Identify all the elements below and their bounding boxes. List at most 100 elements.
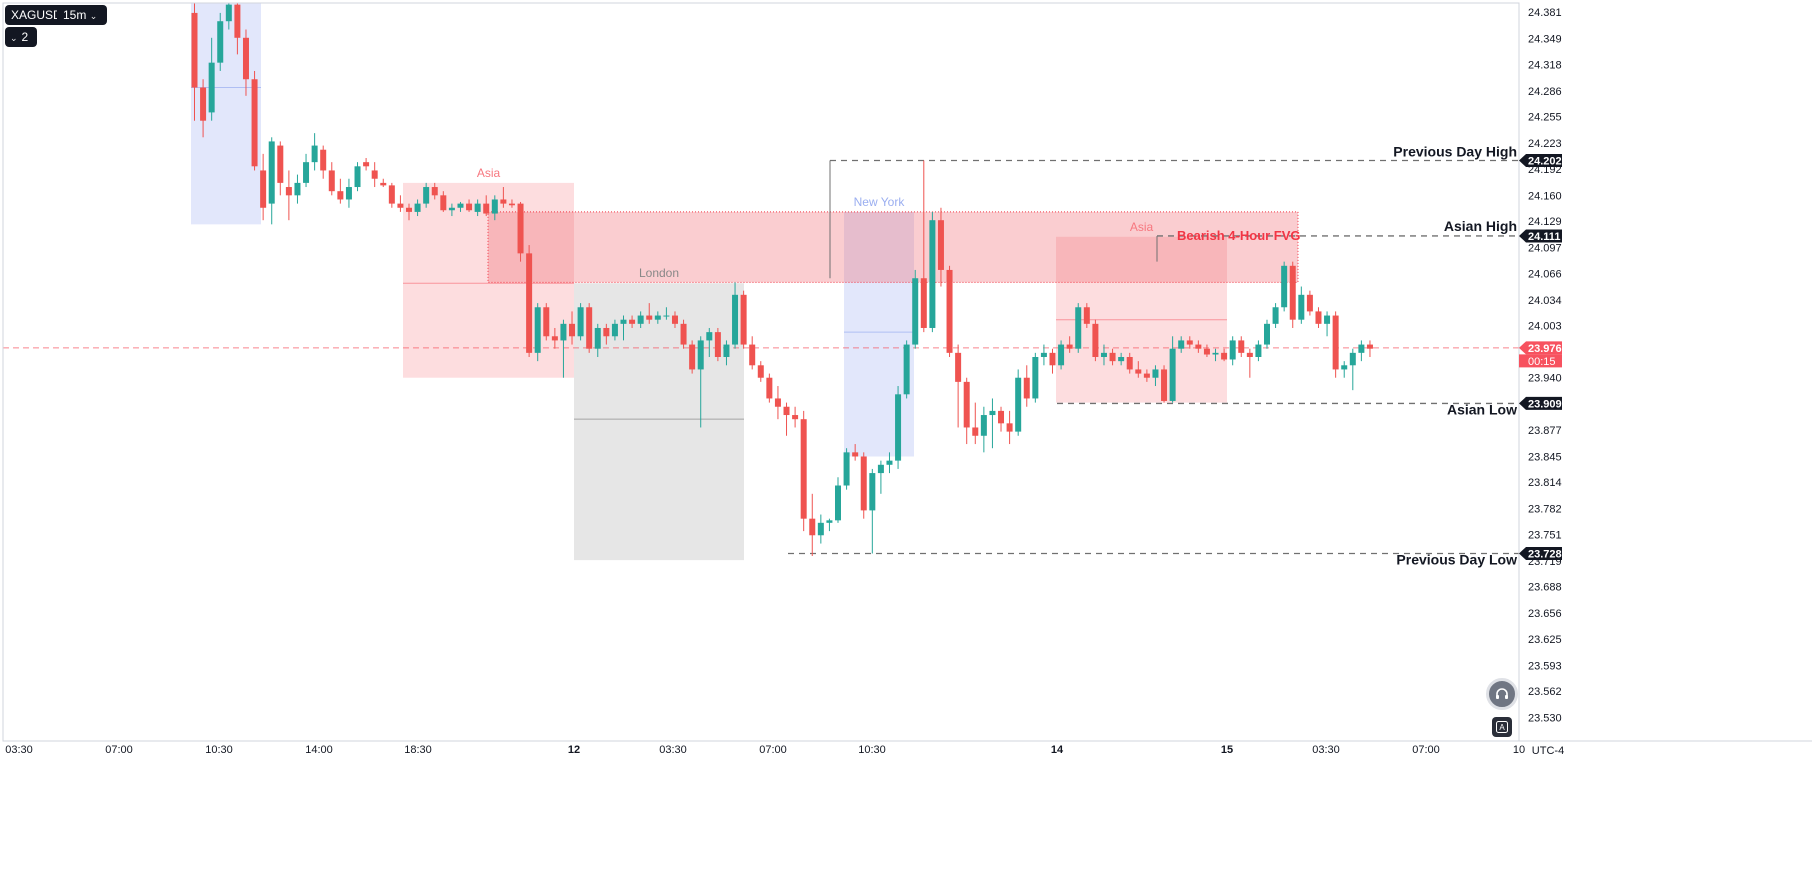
candle-body (500, 199, 507, 204)
price-tick: 23.940 (1528, 373, 1562, 385)
candle-body (440, 195, 447, 211)
candle-body (311, 145, 318, 163)
candle-body (1366, 344, 1373, 349)
candle-body (817, 522, 824, 536)
time-tick: 14:00 (305, 744, 333, 756)
candle-body (792, 415, 799, 420)
candle-body (1023, 377, 1030, 399)
candle-body (1341, 365, 1348, 370)
price-tick: 24.097 (1528, 243, 1562, 255)
candle-body (783, 406, 790, 416)
candle-body (225, 4, 232, 22)
candle-body (543, 307, 550, 337)
time-tick: 07:00 (759, 744, 787, 756)
annotation-labels: Asia London New York Asia Bearish 4-Hour FVG… (477, 144, 1517, 568)
candle-body (363, 162, 370, 167)
candle-body (328, 170, 335, 192)
candle-body (448, 207, 455, 211)
price-tick: 23.562 (1528, 686, 1562, 698)
candle-body (1006, 423, 1013, 432)
candle-body (809, 518, 816, 536)
price-tick: 23.656 (1528, 608, 1562, 620)
candle-body (646, 315, 653, 320)
candle-body (1212, 352, 1219, 355)
candle-body (629, 319, 636, 324)
candle-body (1066, 344, 1073, 349)
candle-body (714, 332, 721, 357)
candle-body (303, 162, 310, 183)
candle-body (1040, 352, 1047, 357)
candle-body (586, 307, 593, 349)
candle-body (474, 203, 481, 212)
timezone-label: UTC-4 (1532, 745, 1564, 757)
floating-action-button[interactable] (1486, 678, 1518, 710)
price-marker-label: 23.909 (1528, 398, 1562, 410)
candle-body (397, 203, 404, 208)
candle-body (1298, 294, 1305, 320)
candle-body (1100, 352, 1107, 357)
candle-body (689, 344, 696, 370)
candle-body (285, 187, 292, 196)
candle-body (1264, 323, 1270, 345)
auto-scale-button[interactable]: A (1492, 717, 1512, 737)
candle-body (654, 315, 661, 320)
candle-body (517, 203, 524, 254)
candle-body (895, 394, 902, 461)
price-tick: 24.318 (1528, 59, 1562, 71)
candle-body (1315, 311, 1322, 324)
session-box-newyork (844, 211, 914, 457)
candle-body (560, 323, 567, 341)
candle-body (457, 203, 464, 208)
candle-body (569, 323, 576, 337)
candle-body (345, 187, 352, 200)
candle-body (534, 307, 541, 353)
indicators-toggle[interactable]: ⌄ 2 (5, 27, 37, 47)
candle-body (611, 323, 618, 337)
symbol-button[interactable]: XAGUSD (5, 5, 68, 25)
candle-body (869, 473, 876, 511)
candle-body (260, 170, 267, 208)
candle-body (929, 220, 936, 328)
price-tick: 23.625 (1528, 634, 1562, 646)
candle-body (251, 79, 258, 167)
candle-body (483, 203, 490, 214)
key-levels (3, 159, 1519, 555)
time-tick: 10:30 (205, 744, 233, 756)
candle-body (414, 203, 421, 212)
price-tick: 24.286 (1528, 86, 1562, 98)
candle-body (1092, 323, 1099, 357)
candle-body (406, 207, 412, 212)
price-tick: 23.593 (1528, 660, 1562, 672)
indicator-count: 2 (21, 30, 29, 44)
candle-body (551, 336, 558, 341)
price-marker-label: 24.111 (1528, 231, 1560, 243)
candle-body (1238, 340, 1245, 353)
headset-icon (1496, 688, 1508, 699)
candle-body (998, 410, 1005, 424)
countdown-box (1519, 354, 1562, 368)
price-tick: 24.003 (1528, 320, 1562, 332)
interval-button[interactable]: 15m ⌄ (57, 5, 108, 25)
auto-scale-icon: A (1496, 721, 1508, 733)
time-tick: 03:30 (1312, 744, 1340, 756)
price-marker (1519, 341, 1562, 355)
price-tick: 23.814 (1528, 477, 1562, 489)
session-label: New York (854, 195, 906, 209)
candle-body (1229, 340, 1236, 360)
candle-body (1178, 340, 1185, 349)
fvg-zone (487, 211, 1299, 283)
level-label: Asian Low (1447, 401, 1517, 417)
level-label: Previous Day Low (1396, 552, 1517, 568)
candle-body (191, 12, 198, 88)
candle-body (1221, 352, 1228, 360)
price-marker (1519, 547, 1562, 560)
candle-body (1358, 344, 1365, 353)
candle-body (723, 344, 730, 357)
candle-body (1126, 357, 1133, 370)
candle-body (371, 170, 378, 179)
candle-body (877, 464, 884, 474)
session-label: London (639, 266, 679, 280)
candle-body (208, 62, 215, 113)
price-marker-label: 23.976 (1528, 343, 1562, 355)
